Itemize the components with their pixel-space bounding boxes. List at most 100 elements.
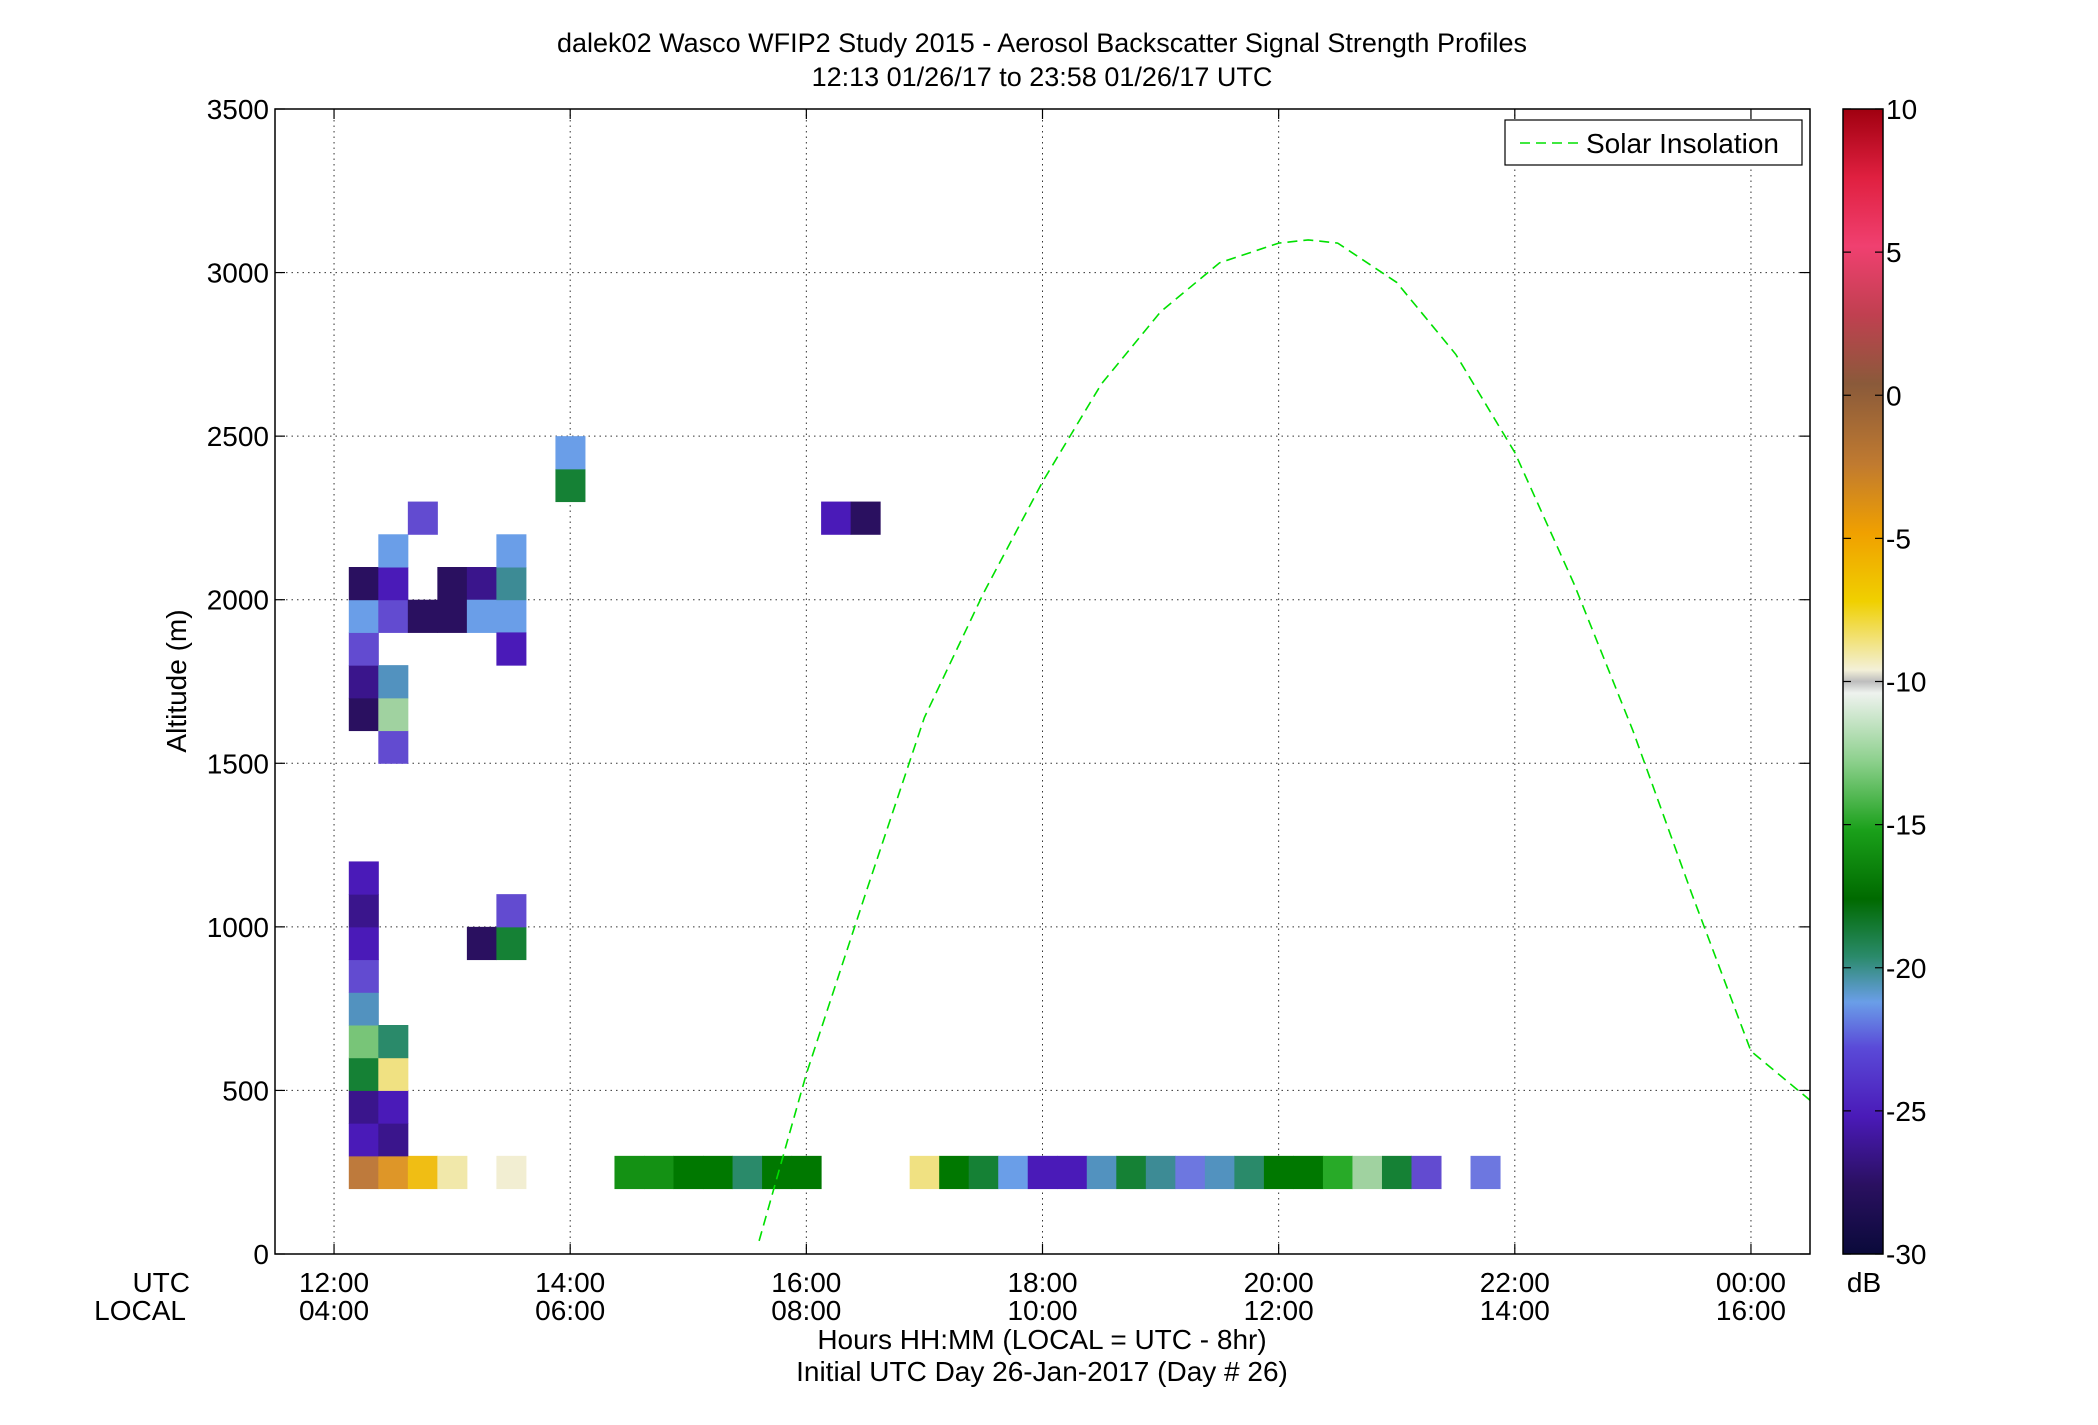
- y-tick-label: 500: [222, 1075, 269, 1106]
- x-tick-label-utc: 16:00: [771, 1267, 841, 1298]
- heatmap-cell: [378, 730, 409, 764]
- heatmap-cell: [378, 1057, 409, 1091]
- heatmap-cell: [821, 501, 852, 535]
- heatmap-cell: [555, 436, 586, 470]
- heatmap-cell: [1411, 1155, 1442, 1190]
- heatmap-cell: [1381, 1155, 1412, 1190]
- heatmap-cell: [1293, 1155, 1324, 1190]
- heatmap-cell: [348, 992, 379, 1026]
- x-tick-label-utc: 00:00: [1716, 1267, 1786, 1298]
- heatmap-cell: [1263, 1155, 1294, 1190]
- chart-title-line1: dalek02 Wasco WFIP2 Study 2015 - Aerosol…: [557, 28, 1527, 58]
- heatmap-cell: [437, 1155, 468, 1190]
- heatmap-cell: [466, 926, 497, 961]
- heatmap-cell: [1086, 1155, 1117, 1190]
- y-tick-label: 3500: [207, 94, 269, 125]
- legend-label: Solar Insolation: [1586, 128, 1779, 159]
- heatmap-cell: [1234, 1155, 1265, 1190]
- y-tick-label: 2000: [207, 585, 269, 616]
- heatmap-cell: [407, 1155, 438, 1190]
- heatmap-cell: [348, 1155, 379, 1190]
- heatmap-cell: [850, 501, 881, 535]
- heatmap-cell: [378, 1155, 409, 1190]
- heatmap-cell: [1116, 1155, 1147, 1190]
- heatmap-cell: [378, 665, 409, 699]
- x-tick-label-local: 16:00: [1716, 1295, 1786, 1326]
- chart-title-line2: 12:13 01/26/17 to 23:58 01/26/17 UTC: [812, 62, 1273, 92]
- x-axis-row-label-utc: UTC: [132, 1267, 190, 1298]
- heatmap-cell: [348, 599, 379, 633]
- heatmap-cell: [496, 567, 527, 601]
- x-tick-label-utc: 12:00: [299, 1267, 369, 1298]
- x-axis-label-line1: Hours HH:MM (LOCAL = UTC - 8hr): [817, 1324, 1266, 1355]
- heatmap-cell: [1322, 1155, 1353, 1190]
- heatmap-cell: [1145, 1155, 1176, 1190]
- heatmap-cell: [496, 534, 527, 568]
- solar-insolation-curve: [758, 239, 1810, 1242]
- heatmap-cell: [348, 1025, 379, 1059]
- heatmap-cell: [378, 1025, 409, 1059]
- heatmap-cell: [998, 1155, 1029, 1190]
- y-tick-label: 1500: [207, 748, 269, 779]
- heatmap-cell: [348, 567, 379, 601]
- heatmap-cell: [791, 1155, 822, 1190]
- colorbar-tick-label: -30: [1886, 1239, 1926, 1270]
- x-tick-label-local: 08:00: [771, 1295, 841, 1326]
- heatmap-cell: [378, 567, 409, 601]
- x-tick-label-local: 10:00: [1007, 1295, 1077, 1326]
- y-tick-label: 3000: [207, 258, 269, 289]
- y-tick-label: 2500: [207, 421, 269, 452]
- heatmap-cell: [496, 632, 527, 666]
- series-line-solar-insolation: [758, 239, 1810, 1242]
- y-axis-label: Altitude (m): [161, 609, 192, 752]
- heatmap-cell: [909, 1155, 940, 1190]
- colorbar-tick-label: -15: [1886, 810, 1926, 841]
- colorbar-tick-label: -5: [1886, 523, 1911, 554]
- heatmap-cell: [348, 861, 379, 895]
- colorbar-tick-label: -20: [1886, 953, 1926, 984]
- colorbar-unit: dB: [1847, 1267, 1881, 1298]
- heatmap-cell: [466, 599, 497, 633]
- colorbar-tick-label: 5: [1886, 237, 1902, 268]
- heatmap-cell: [762, 1155, 793, 1190]
- heatmap-cell: [437, 567, 468, 601]
- heatmap-cell: [378, 534, 409, 568]
- x-tick-label-utc: 20:00: [1244, 1267, 1314, 1298]
- heatmap-cell: [348, 1090, 379, 1124]
- heatmap-cell: [407, 501, 438, 535]
- heatmap-cell: [378, 1123, 409, 1157]
- heatmap-cell: [348, 632, 379, 666]
- heatmap-cell: [1027, 1155, 1058, 1190]
- heatmap-cell: [939, 1155, 970, 1190]
- heatmap-cell: [1175, 1155, 1206, 1190]
- heatmap-cell: [378, 599, 409, 633]
- colorbar-tick-label: 10: [1886, 94, 1917, 125]
- heatmap-cell: [496, 926, 527, 961]
- colorbar-tick-label: -25: [1886, 1096, 1926, 1127]
- colorbar-ticks: 10 5 0 -5 -10 -15 -20 -25 -30: [1843, 94, 1926, 1270]
- heatmap-cell: [1057, 1155, 1088, 1190]
- colorbar-tick-label: 0: [1886, 380, 1902, 411]
- heatmap-cell: [348, 1057, 379, 1091]
- x-tick-label-utc: 22:00: [1480, 1267, 1550, 1298]
- heatmap-cell: [1204, 1155, 1235, 1190]
- heatmap-cell: [378, 697, 409, 732]
- heatmap-cell: [496, 599, 527, 633]
- heatmap-cell: [643, 1155, 675, 1190]
- y-tick-label: 1000: [207, 912, 269, 943]
- legend: Solar Insolation: [1504, 119, 1803, 166]
- x-tick-label-local: 14:00: [1480, 1295, 1550, 1326]
- x-axis-row-label-local: LOCAL: [94, 1295, 186, 1326]
- heatmap-cell: [466, 567, 497, 601]
- heatmap-cell: [673, 1155, 704, 1190]
- heatmap-cell: [348, 894, 379, 928]
- x-tick-label-local: 06:00: [535, 1295, 605, 1326]
- heatmap-cell: [437, 599, 468, 633]
- heatmap-cell: [378, 1090, 409, 1124]
- heatmap-cell: [1470, 1155, 1501, 1190]
- axis-ticks: 050010001500200025003000350012:0004:0014…: [207, 94, 1810, 1326]
- heatmap-cell: [732, 1155, 763, 1190]
- heatmap-cell: [348, 665, 379, 699]
- grid-lines: [275, 108, 1810, 1255]
- x-tick-label-utc: 18:00: [1007, 1267, 1077, 1298]
